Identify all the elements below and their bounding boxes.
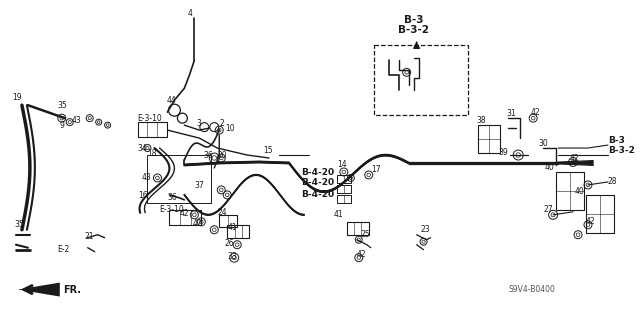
- Text: FR.: FR.: [63, 285, 81, 294]
- Text: 28: 28: [608, 177, 618, 186]
- Bar: [227, 225, 249, 238]
- Text: 9: 9: [60, 121, 65, 130]
- Text: 31: 31: [506, 109, 516, 118]
- Text: 42: 42: [179, 209, 189, 218]
- Text: S9V4-B0400: S9V4-B0400: [508, 285, 555, 294]
- Text: 42: 42: [193, 219, 202, 228]
- Bar: [170, 210, 202, 225]
- Text: 4: 4: [188, 9, 192, 18]
- Text: 27: 27: [543, 205, 553, 214]
- Text: 38: 38: [476, 115, 486, 125]
- Text: 41: 41: [333, 210, 343, 219]
- Text: 3: 3: [196, 119, 202, 128]
- Bar: [337, 185, 351, 193]
- Text: 40: 40: [545, 163, 554, 173]
- Text: E-3-10: E-3-10: [159, 205, 184, 214]
- Text: B-3-2: B-3-2: [608, 145, 635, 154]
- Text: B-4-20: B-4-20: [301, 178, 334, 188]
- Text: 30: 30: [538, 138, 548, 148]
- Text: 35: 35: [58, 101, 68, 110]
- Bar: [337, 195, 351, 203]
- Text: 40: 40: [574, 187, 584, 197]
- Text: 39: 39: [499, 147, 508, 157]
- Text: 25: 25: [361, 230, 371, 239]
- Text: 33: 33: [227, 252, 237, 261]
- Text: 35: 35: [14, 220, 24, 229]
- Text: 15: 15: [263, 145, 273, 154]
- Text: 17: 17: [371, 166, 380, 174]
- Text: 20: 20: [217, 151, 227, 160]
- Text: 43: 43: [141, 174, 152, 182]
- Text: 24: 24: [217, 208, 227, 217]
- Polygon shape: [18, 283, 60, 297]
- Text: 44: 44: [166, 96, 176, 105]
- Text: 41: 41: [227, 223, 237, 232]
- Text: 10: 10: [225, 123, 235, 133]
- Text: 42: 42: [356, 250, 367, 259]
- Text: B-3: B-3: [608, 136, 625, 145]
- Text: 42: 42: [530, 108, 540, 117]
- Text: 43: 43: [72, 115, 81, 125]
- Text: 2: 2: [220, 119, 224, 128]
- Bar: [220, 215, 237, 227]
- Bar: [347, 222, 369, 235]
- Text: E-3-10: E-3-10: [138, 114, 163, 122]
- Text: 16: 16: [138, 191, 147, 200]
- Text: 19: 19: [12, 93, 22, 102]
- Text: 18: 18: [147, 149, 157, 158]
- Text: B-4-20: B-4-20: [301, 190, 334, 199]
- Bar: [556, 172, 584, 210]
- Text: B-3-2: B-3-2: [398, 26, 429, 35]
- Text: 26: 26: [224, 239, 234, 248]
- Text: 14: 14: [337, 160, 346, 169]
- Text: 23: 23: [420, 225, 430, 234]
- Text: 42: 42: [586, 217, 596, 226]
- Text: 42: 42: [570, 153, 580, 162]
- Bar: [337, 175, 351, 183]
- Text: E-2: E-2: [57, 245, 69, 254]
- Bar: [147, 155, 211, 203]
- Text: 36: 36: [204, 151, 213, 160]
- Bar: [138, 122, 168, 137]
- Bar: [374, 45, 468, 115]
- Text: 37: 37: [195, 182, 204, 190]
- Bar: [478, 125, 500, 153]
- Text: 21: 21: [84, 232, 94, 241]
- Text: 34: 34: [138, 144, 147, 152]
- Text: 36: 36: [168, 193, 177, 202]
- Text: B-3: B-3: [404, 16, 423, 26]
- Bar: [586, 195, 614, 233]
- Text: B-4-20: B-4-20: [301, 168, 334, 177]
